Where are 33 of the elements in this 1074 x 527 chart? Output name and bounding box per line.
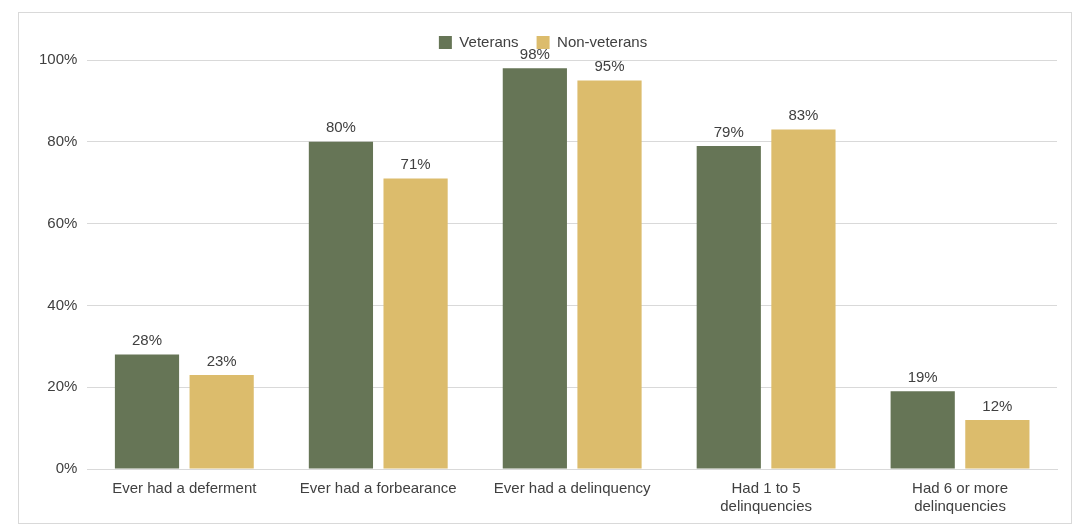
bar bbox=[577, 80, 642, 469]
x-tick-label: Ever had a delinquency bbox=[493, 479, 652, 497]
text: 83% bbox=[788, 106, 819, 124]
bar bbox=[965, 419, 1030, 469]
x-tick-label: Had 1 to 5 delinquencies bbox=[720, 479, 812, 515]
text: 28% bbox=[131, 331, 163, 349]
x-tick-label: Ever had a deferment bbox=[112, 479, 258, 497]
bar bbox=[696, 145, 761, 469]
bar bbox=[771, 129, 836, 469]
y-tick-label: 100% bbox=[38, 50, 78, 68]
text: 79% bbox=[713, 122, 744, 140]
text: 12% bbox=[982, 396, 1013, 414]
text: 98% bbox=[519, 44, 550, 62]
legend-label: Veterans bbox=[459, 32, 519, 50]
bar bbox=[308, 141, 374, 469]
y-tick-label: 20% bbox=[47, 377, 78, 395]
bar bbox=[189, 374, 254, 469]
x-tick-label: Ever had a forbearance bbox=[299, 479, 457, 497]
text: 80% bbox=[325, 118, 356, 136]
bar bbox=[383, 178, 448, 469]
text: 23% bbox=[206, 351, 237, 369]
x-tick-label: Had 6 or more delinquencies bbox=[912, 479, 1008, 515]
y-tick-label: 80% bbox=[47, 131, 78, 149]
text: 95% bbox=[594, 57, 625, 75]
y-tick-label: 60% bbox=[47, 213, 78, 231]
text: 19% bbox=[907, 367, 938, 385]
y-tick-label: 40% bbox=[47, 295, 78, 313]
bar bbox=[114, 354, 180, 469]
bar bbox=[502, 68, 567, 469]
text: 71% bbox=[400, 155, 431, 173]
bar bbox=[890, 391, 955, 469]
legend-label: Non-veterans bbox=[557, 32, 648, 50]
y-tick-label: 0% bbox=[55, 459, 78, 477]
